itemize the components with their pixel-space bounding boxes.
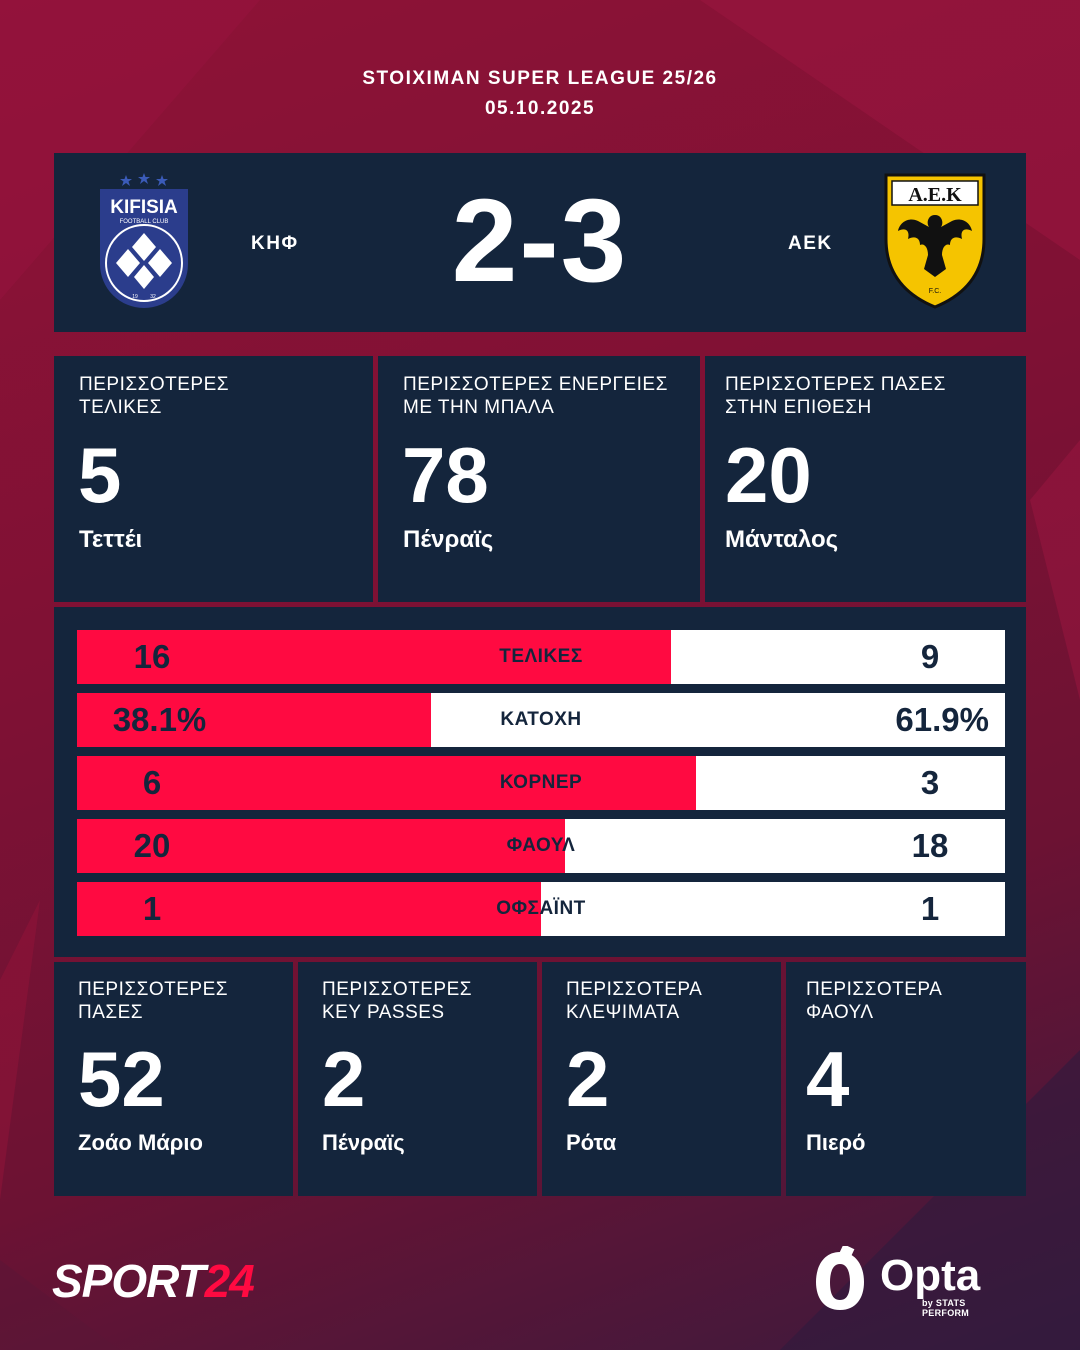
opta-wordmark: Opta — [880, 1251, 981, 1300]
stat-player: Πένραϊς — [322, 1130, 405, 1155]
stat-most-passes: ΠΕΡΙΣΣΟΤΕΡΕΣ ΠΑΣΕΣ 52 Ζοάο Μάριο — [54, 962, 293, 1196]
stat-label: ΠΕΡΙΣΣΟΤΕΡΕΣ ΠΑΣΕΣ — [78, 979, 228, 1023]
stat-player: Ζοάο Μάριο — [78, 1130, 203, 1155]
stat-value: 78 — [402, 431, 489, 519]
svg-text:19: 19 — [132, 294, 138, 300]
stat-most-fouls: ΠΕΡΙΣΣΟΤΕΡΑ ΦΑΟΥΛ 4 Πιερό — [786, 962, 1026, 1196]
stat-most-shots: ΠΕΡΙΣΣΟΤΕΡΕΣ ΤΕΛΙΚΕΣ 5 Τεττέι — [54, 356, 373, 602]
stat-value: 2 — [566, 1035, 610, 1123]
match-date: 05.10.2025 — [484, 98, 596, 119]
home-value: 6 — [142, 764, 162, 801]
stat-label: ΠΕΡΙΣΣΟΤΕΡΑ ΦΑΟΥΛ — [806, 979, 943, 1023]
home-value: 38.1% — [112, 701, 207, 738]
stat-value: 52 — [78, 1035, 165, 1123]
stat-label: ΠΕΡΙΣΣΟΤΕΡΑ ΚΛΕΨΙΜΑΤΑ — [566, 979, 703, 1023]
stat-player: Πιερό — [806, 1130, 866, 1155]
home-team-abbr: ΚΗΦ — [251, 233, 299, 254]
comparison-row-possession: 38.1% ΚΑΤΟΧΗ 61.9% — [77, 693, 1005, 747]
svg-text:Α.Ε.Κ: Α.Ε.Κ — [908, 184, 962, 206]
svg-text:F.C.: F.C. — [929, 288, 942, 295]
comparison-label: ΤΕΛΙΚΕΣ — [499, 646, 583, 667]
opta-byline: by STATS PERFORM — [922, 1298, 970, 1318]
svg-text:32: 32 — [150, 294, 156, 300]
stat-label: ΠΕΡΙΣΣΟΤΕΡΕΣ KEY PASSES — [322, 979, 472, 1023]
opta-mark-icon — [816, 1246, 864, 1310]
stat-value: 5 — [78, 431, 122, 519]
away-value: 9 — [920, 638, 940, 675]
final-score: 2-3 — [451, 175, 629, 307]
stat-player: Μάνταλος — [725, 526, 839, 553]
comparison-label: ΚΟΡΝΕΡ — [499, 772, 583, 793]
home-value: 1 — [142, 890, 162, 927]
svg-text:FOOTBALL CLUB: FOOTBALL CLUB — [120, 219, 169, 225]
stat-player: Τεττέι — [79, 526, 143, 553]
aek-crest-icon: Α.Ε.Κ F.C. — [884, 173, 986, 309]
stat-most-touches: ΠΕΡΙΣΣΟΤΕΡΕΣ ΕΝΕΡΓΕΙΕΣ ΜΕ ΤΗΝ ΜΠΑΛΑ 78 Πέ… — [378, 356, 700, 602]
svg-text:KIFISIA: KIFISIA — [110, 197, 178, 218]
stat-value: 2 — [322, 1035, 366, 1123]
comparison-row-offsides: 1 ΟΦΣΑΪΝΤ 1 — [77, 882, 1005, 936]
away-value: 18 — [911, 827, 949, 864]
home-share-fill — [77, 882, 541, 936]
home-share-fill — [77, 630, 671, 684]
league-title: STOIXIMAN SUPER LEAGUE 25/26 — [362, 68, 718, 89]
opta-logo: Opta by STATS PERFORM — [812, 1246, 1012, 1318]
away-team-abbr: ΑΕΚ — [788, 233, 833, 254]
stat-player: Πένραϊς — [403, 526, 494, 553]
home-share-fill — [77, 756, 696, 810]
stat-player: Ρότα — [566, 1130, 617, 1155]
comparison-row-shots: 16 ΤΕΛΙΚΕΣ 9 — [77, 630, 1005, 684]
home-value: 20 — [133, 827, 171, 864]
away-value: 1 — [920, 890, 940, 927]
stat-label: ΠΕΡΙΣΣΟΤΕΡΕΣ ΠΑΣΕΣ ΣΤΗΝ ΕΠΙΘΕΣΗ — [725, 374, 946, 418]
kifisia-crest-icon: KIFISIA FOOTBALL CLUB 19 32 — [100, 173, 188, 308]
home-value: 16 — [133, 638, 171, 675]
comparison-label: ΦΑΟΥΛ — [506, 835, 576, 856]
stat-label: ΠΕΡΙΣΣΟΤΕΡΕΣ ΕΝΕΡΓΕΙΕΣ ΜΕ ΤΗΝ ΜΠΑΛΑ — [403, 374, 668, 418]
stat-value: 20 — [725, 431, 812, 519]
stat-most-key-passes: ΠΕΡΙΣΣΟΤΕΡΕΣ KEY PASSES 2 Πένραϊς — [298, 962, 537, 1196]
stat-most-attacking-passes: ΠΕΡΙΣΣΟΤΕΡΕΣ ΠΑΣΕΣ ΣΤΗΝ ΕΠΙΘΕΣΗ 20 Μάνταλ… — [705, 356, 1026, 602]
home-share-fill — [77, 693, 431, 747]
sport24-logo: SPORT24 — [52, 1255, 255, 1307]
stat-label: ΠΕΡΙΣΣΟΤΕΡΕΣ ΤΕΛΙΚΕΣ — [79, 374, 229, 418]
away-value: 61.9% — [895, 701, 989, 738]
away-value: 3 — [920, 764, 940, 801]
comparison-row-corners: 6 ΚΟΡΝΕΡ 3 — [77, 756, 1005, 810]
home-share-fill — [77, 819, 566, 873]
comparison-label: ΚΑΤΟΧΗ — [500, 709, 582, 730]
stat-most-tackles: ΠΕΡΙΣΣΟΤΕΡΑ ΚΛΕΨΙΜΑΤΑ 2 Ρότα — [542, 962, 781, 1196]
stat-value: 4 — [806, 1035, 850, 1123]
scoreboard: KIFISIA FOOTBALL CLUB 19 32 ΚΗΦ 2-3 ΑΕΚ … — [54, 153, 1026, 332]
team-comparison: 16 ΤΕΛΙΚΕΣ 9 38.1% ΚΑΤΟΧΗ 61.9% 6 ΚΟΡΝΕΡ… — [54, 607, 1026, 957]
comparison-label: ΟΦΣΑΪΝΤ — [496, 898, 586, 919]
comparison-row-fouls: 20 ΦΑΟΥΛ 18 — [77, 819, 1005, 873]
